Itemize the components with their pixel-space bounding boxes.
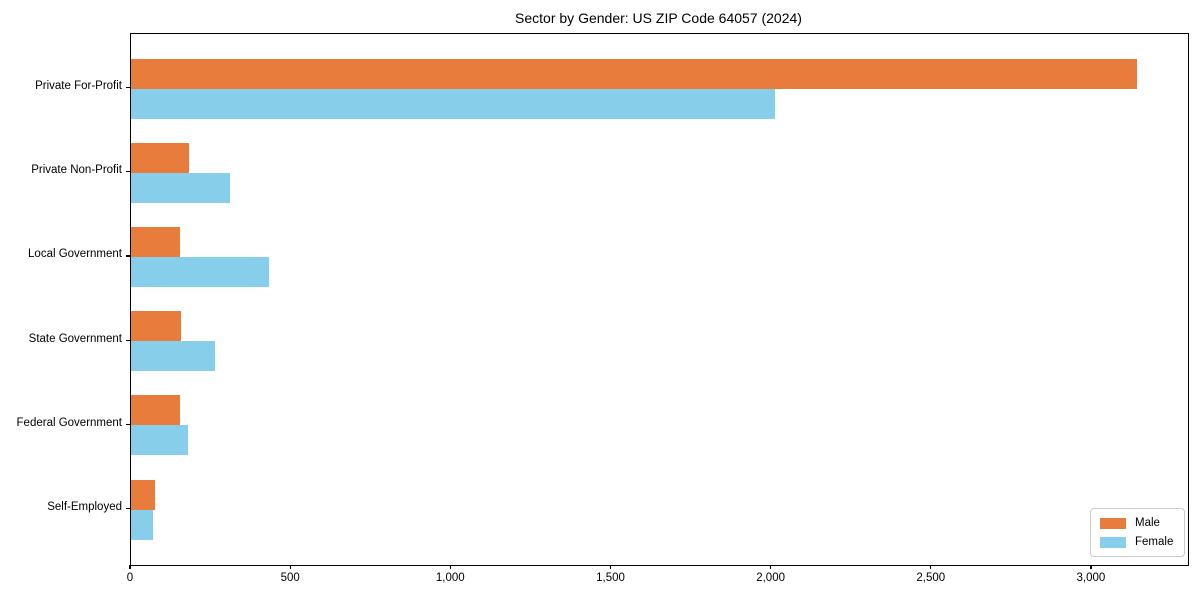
legend-item-female: Female [1100,535,1173,549]
bar-female-5 [131,425,188,456]
y-tick-label: Local Government [28,248,122,261]
y-tick-label: Private For-Profit [35,80,122,92]
bar-female-1 [131,88,776,119]
bar-female-3 [131,256,269,287]
x-tick-label: 2,500 [916,572,946,584]
y-tick-label: Federal Government [16,416,122,429]
x-tick-mark [289,565,291,570]
y-tick-label: Self-Employed [47,501,122,513]
x-tick-mark [129,565,131,570]
bar-female-6 [131,509,153,540]
x-tick-mark [1090,565,1092,570]
legend-label-female: Female [1135,536,1174,548]
x-tick-mark [609,565,612,570]
bar-male-2 [131,142,189,173]
y-tick-mark [126,171,130,173]
y-tick-mark [126,339,130,341]
bar-male-3 [131,226,180,257]
bar-male-6 [131,479,155,510]
bar-male-4 [131,311,181,342]
y-tick-mark [126,86,130,89]
x-tick-label: 1,000 [435,572,465,584]
male-series-swatch [1100,517,1126,529]
x-tick-mark [770,565,772,570]
x-tick-label: 2,000 [756,572,785,584]
x-tick-label: 0 [126,572,134,584]
legend-label-male: Male [1135,517,1160,529]
x-tick-label: 3,000 [1076,572,1106,584]
x-tick-mark [449,565,451,570]
plot-area [130,33,1189,566]
x-tick-mark [930,565,932,570]
bar-female-4 [131,341,215,372]
bar-female-2 [131,172,230,203]
x-tick-label: 500 [280,572,300,584]
y-tick-mark [126,507,130,510]
legend-item-male: Male [1100,516,1173,530]
x-tick-label: 1,500 [596,572,625,584]
y-tick-label: Private Non-Profit [31,164,122,177]
female-series-swatch [1100,536,1126,548]
bar-male-5 [131,395,180,426]
y-tick-label: State Government [28,332,122,345]
chart-title: Sector by Gender: US ZIP Code 64057 (202… [515,10,802,26]
bar-male-1 [131,58,1137,89]
y-tick-mark [126,255,130,257]
y-tick-mark [126,423,130,425]
legend: Male Female [1090,508,1186,557]
